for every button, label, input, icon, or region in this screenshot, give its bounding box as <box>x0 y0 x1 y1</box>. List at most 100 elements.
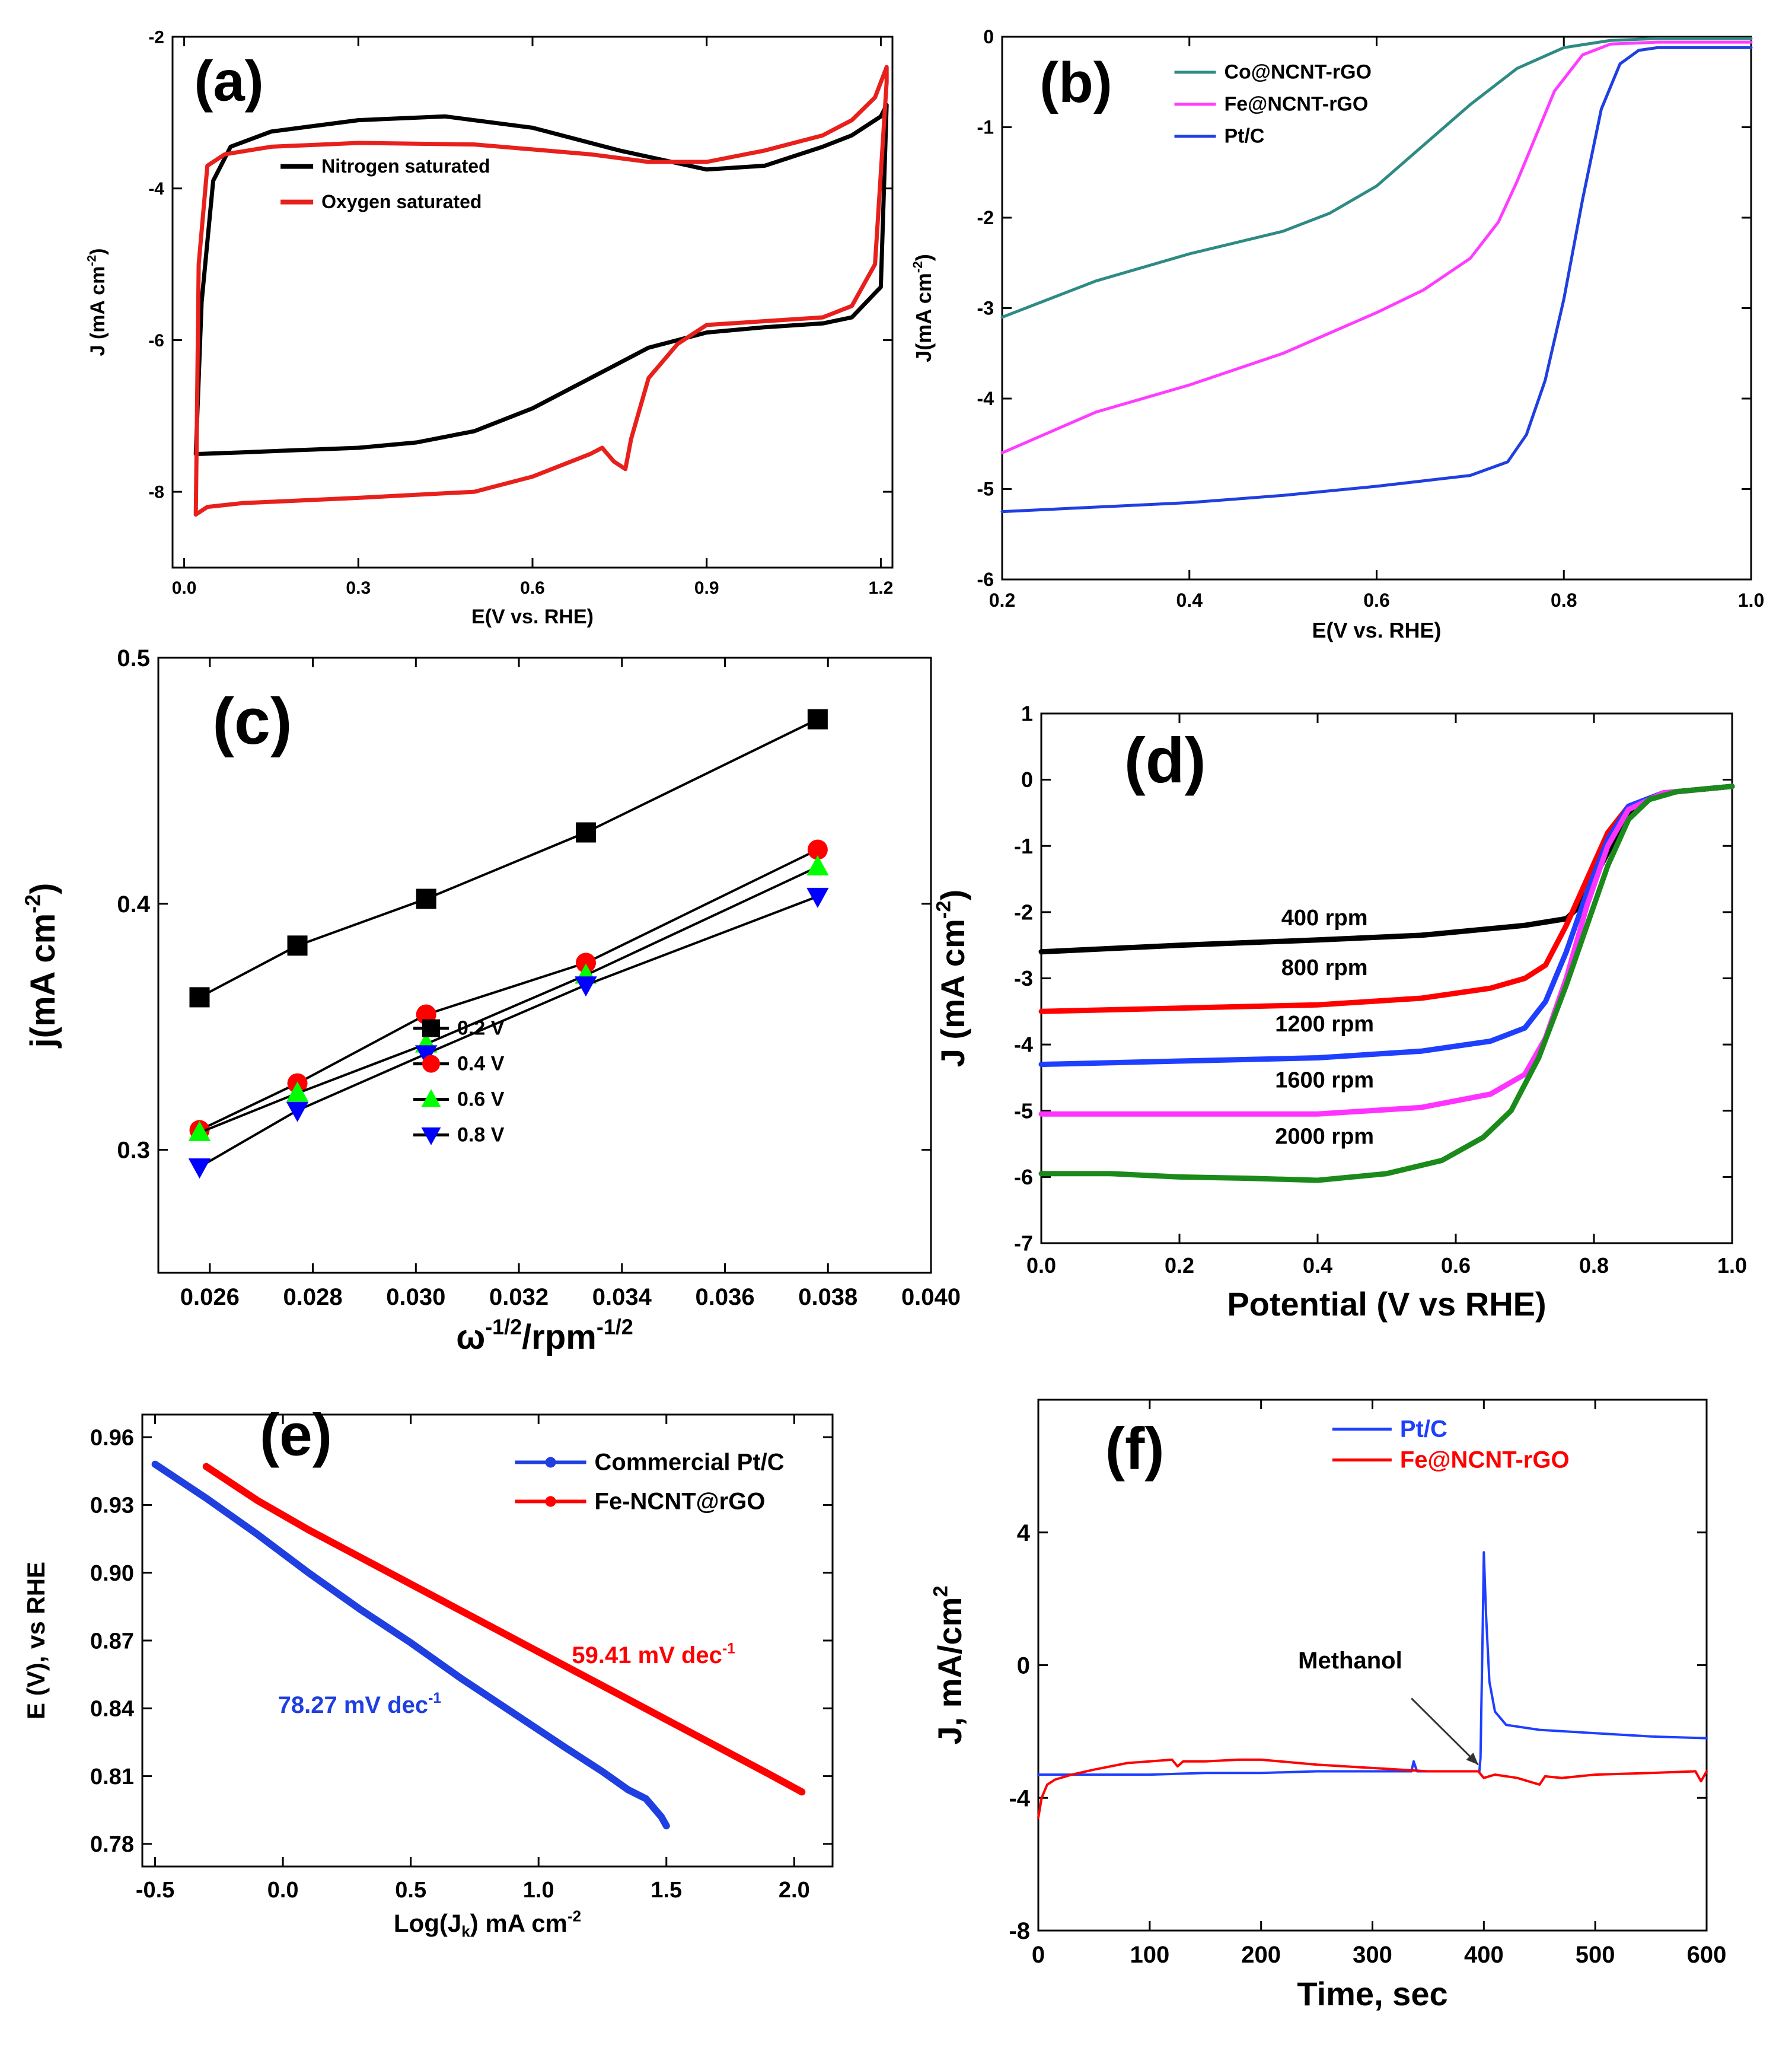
x-tick-label: 1.0 <box>1738 590 1764 611</box>
data-point <box>806 855 829 876</box>
y-tick-label: 0.90 <box>90 1561 134 1586</box>
y-tick-label: -7 <box>1014 1231 1033 1256</box>
data-point <box>807 839 828 860</box>
annotation: 1200 rpm <box>1275 1012 1374 1037</box>
legend-marker <box>545 1457 556 1468</box>
legend-label: Co@NCNT-rGO <box>1224 61 1371 84</box>
annotation: 59.41 mV dec-1 <box>572 1641 735 1668</box>
series-line-fe-ncnt-rgo <box>1037 1758 1708 1819</box>
y-tick-label: 0 <box>983 26 994 47</box>
y-tick-label: -5 <box>1014 1098 1033 1123</box>
y-tick-label: -5 <box>977 479 994 500</box>
x-axis-label: Time, sec <box>1297 1975 1447 2012</box>
series-line-pt-c <box>1000 46 1753 514</box>
data-point <box>575 976 597 997</box>
legend-marker <box>422 1019 440 1037</box>
plot-frame <box>1001 36 1752 581</box>
y-tick-label: -4 <box>977 388 994 409</box>
panel-label: (c) <box>212 685 292 758</box>
y-tick-label: -6 <box>148 331 164 351</box>
series-line-1600-rpm <box>1038 783 1735 1117</box>
data-point <box>188 1158 211 1179</box>
y-axis-label: J, mA/cm2 <box>929 1585 968 1744</box>
x-tick-label: 0.6 <box>1441 1253 1471 1278</box>
x-axis-label: E(V vs. RHE) <box>471 606 594 628</box>
panel-c: 0.026 0.028 0.030 0.032 0.034 0.036 0.038 0.040… <box>21 645 961 1356</box>
x-tick-label: 0.028 <box>283 1284 343 1310</box>
annotation: 78.27 mV dec-1 <box>278 1690 442 1718</box>
y-tick-label: -6 <box>1014 1165 1033 1189</box>
y-tick-label: 0.3 <box>117 1138 150 1164</box>
y-tick-label: 0 <box>1021 767 1033 792</box>
legend-label: Pt/C <box>1400 1416 1447 1442</box>
x-tick-label: -0.5 <box>136 1878 174 1903</box>
x-tick-label: 1.5 <box>651 1878 682 1903</box>
x-tick-label: 0.0 <box>267 1878 299 1903</box>
y-tick-label: 0.87 <box>90 1629 134 1654</box>
plot-frame <box>171 36 894 569</box>
data-point <box>415 1045 438 1066</box>
legend-label: 0.2 V <box>457 1017 505 1039</box>
legend-label: Fe@NCNT-rGO <box>1224 93 1368 116</box>
y-axis-label: J (mA cm-2) <box>932 890 971 1068</box>
y-tick-label: 0.93 <box>90 1493 134 1518</box>
data-point <box>189 987 210 1008</box>
y-axis-label: J(mA cm-2) <box>910 254 936 362</box>
x-tick-label: 1.2 <box>869 578 894 598</box>
x-tick-label: 0.4 <box>1303 1253 1332 1278</box>
legend-label: Fe@NCNT-rGO <box>1400 1447 1570 1473</box>
x-tick-label: 0.5 <box>395 1878 426 1903</box>
y-tick-label: -2 <box>1014 900 1033 924</box>
x-tick-label: 0.036 <box>695 1284 754 1310</box>
x-tick-label: 600 <box>1687 1942 1727 1968</box>
x-tick-label: 0.9 <box>694 578 719 598</box>
data-point <box>286 1081 309 1102</box>
y-tick-label: 0.5 <box>117 645 150 671</box>
annotation: 800 rpm <box>1281 955 1368 980</box>
x-tick-label: 0 <box>1032 1942 1045 1968</box>
panel-label: (d) <box>1124 724 1206 796</box>
y-axis-label: J (mA cm-2) <box>85 249 109 356</box>
panel-a: 0.0 0.3 0.6 0.9 1.2 -8 -6 -4 -2 E(V vs. RHE) J (mA… <box>85 28 894 628</box>
panel-label: (b) <box>1040 51 1112 114</box>
series-line-fe-ncnt-rgo <box>1000 40 1753 454</box>
legend-marker <box>545 1496 556 1507</box>
data-point <box>806 887 829 908</box>
methanol-arrowhead <box>1466 1752 1478 1765</box>
series-line-oxygen-saturated <box>193 65 889 517</box>
data-point <box>286 1101 309 1122</box>
series-line-1200-rpm <box>1038 783 1735 1068</box>
data-point <box>188 1121 211 1142</box>
data-point <box>287 935 308 956</box>
y-tick-label: 4 <box>1017 1520 1031 1546</box>
x-tick-label: 0.0 <box>1026 1253 1056 1278</box>
x-tick-label: 0.034 <box>592 1284 652 1310</box>
y-tick-label: 0.78 <box>90 1832 134 1857</box>
y-tick-label: 0.81 <box>90 1764 134 1789</box>
x-tick-label: 0.040 <box>901 1284 961 1310</box>
x-tick-label: 0.8 <box>1579 1253 1609 1278</box>
x-tick-label: 0.038 <box>798 1284 857 1310</box>
panel-d: 0.0 0.2 0.4 0.6 0.8 1.0 -7 -6 -5 -4 -3 -2 -1 0 1 Potent… <box>932 702 1747 1323</box>
y-tick-label: -4 <box>1009 1785 1030 1811</box>
y-tick-label: -3 <box>977 298 994 319</box>
x-tick-label: 0.026 <box>180 1284 240 1310</box>
series-line-2000-rpm <box>1038 783 1735 1183</box>
x-tick-label: 0.032 <box>489 1284 549 1310</box>
x-tick-label: 0.2 <box>1165 1253 1194 1278</box>
series-line-co-ncnt-rgo <box>1000 37 1753 319</box>
x-tick-label: 0.2 <box>989 590 1015 611</box>
plot-frame <box>157 657 932 1274</box>
x-tick-label: 100 <box>1130 1942 1169 1968</box>
y-tick-label: 0 <box>1017 1653 1030 1679</box>
x-tick-label: 0.8 <box>1551 590 1577 611</box>
x-tick-label: 0.6 <box>520 578 545 598</box>
legend-label: 0.8 V <box>457 1123 505 1146</box>
data-point <box>416 888 436 909</box>
y-tick-label: -3 <box>1014 966 1033 990</box>
legend-label: Oxygen saturated <box>321 191 482 212</box>
panel-label: (a) <box>194 49 263 113</box>
annotation: 1600 rpm <box>1275 1068 1374 1093</box>
x-tick-label: 2.0 <box>779 1878 810 1903</box>
panel-label: (e) <box>260 1402 332 1469</box>
